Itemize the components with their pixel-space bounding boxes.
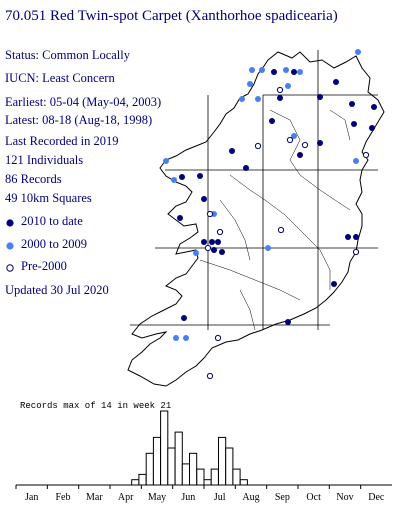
- month-label: Apr: [117, 492, 134, 503]
- week-bar: [152, 436, 162, 486]
- dots-pre-2000: [204, 86, 370, 380]
- month-label: Sep: [274, 492, 290, 503]
- month-label: Nov: [336, 492, 354, 503]
- iucn-text: IUCN: Least Concern: [5, 71, 115, 85]
- week-bar: [181, 463, 191, 486]
- month-label: Feb: [55, 492, 71, 503]
- week-bar: [145, 452, 154, 486]
- individuals-text: 121 Individuals: [5, 153, 84, 167]
- squares-text: 49 10km Squares: [5, 191, 92, 205]
- phenology-chart: Records max of 14 in week 21: [15, 401, 392, 489]
- county-borders: [199, 109, 351, 331]
- week-bar: [160, 410, 169, 486]
- month-label: May: [147, 492, 167, 503]
- month-label: Jul: [213, 492, 226, 503]
- map-grid: [130, 50, 378, 330]
- filled-dot-icon: [5, 240, 15, 250]
- species-title: 70.051 Red Twin-spot Carpet (Xanthorhoe …: [5, 8, 338, 24]
- ireland-outline: [127, 51, 385, 387]
- chart-bars: [131, 410, 248, 486]
- chart-ticks: [15, 485, 362, 489]
- open-circle-icon: [5, 262, 15, 272]
- week-bar: [203, 479, 212, 486]
- earliest-text: Earliest: 05-04 (May-04, 2003): [5, 95, 162, 109]
- latest-text: Latest: 08-18 (Aug-18, 1998): [5, 113, 153, 127]
- month-label: Mar: [85, 492, 103, 503]
- dots-2000-to-2009: [163, 49, 361, 341]
- legend-label: 2000 to 2009: [21, 237, 87, 251]
- week-bar: [174, 431, 183, 486]
- record-dots: [163, 49, 377, 380]
- distribution-map: [127, 49, 385, 387]
- week-bar: [189, 452, 198, 486]
- legend-label: 2010 to date: [21, 214, 83, 228]
- updated-text: Updated 30 Jul 2020: [5, 283, 109, 297]
- week-bar: [225, 447, 234, 486]
- legend-item-mid: 2000 to 2009: [5, 237, 87, 252]
- week-bar: [232, 468, 241, 486]
- month-label: Jan: [24, 492, 39, 503]
- month-label: Dec: [368, 492, 385, 503]
- filled-dot-icon: [5, 217, 15, 227]
- week-bar: [131, 479, 140, 486]
- month-label: Aug: [242, 492, 260, 503]
- chart-title: Records max of 14 in week 21: [20, 401, 171, 411]
- week-bar: [167, 447, 176, 486]
- legend-label: Pre-2000: [21, 259, 67, 273]
- week-bar: [196, 468, 205, 486]
- week-bar: [138, 473, 147, 486]
- status-text: Status: Common Locally: [5, 48, 130, 62]
- legend-item-recent: 2010 to date: [5, 214, 83, 229]
- week-bar: [218, 436, 227, 486]
- records-text: 86 Records: [5, 172, 62, 186]
- last-recorded-text: Last Recorded in 2019: [5, 134, 119, 148]
- legend-item-pre2000: Pre-2000: [5, 259, 67, 274]
- week-bar: [239, 479, 248, 486]
- month-label: Oct: [306, 492, 321, 503]
- dots-2010-to-date: [177, 69, 377, 325]
- week-bar: [210, 468, 219, 486]
- month-label: Jun: [181, 492, 196, 503]
